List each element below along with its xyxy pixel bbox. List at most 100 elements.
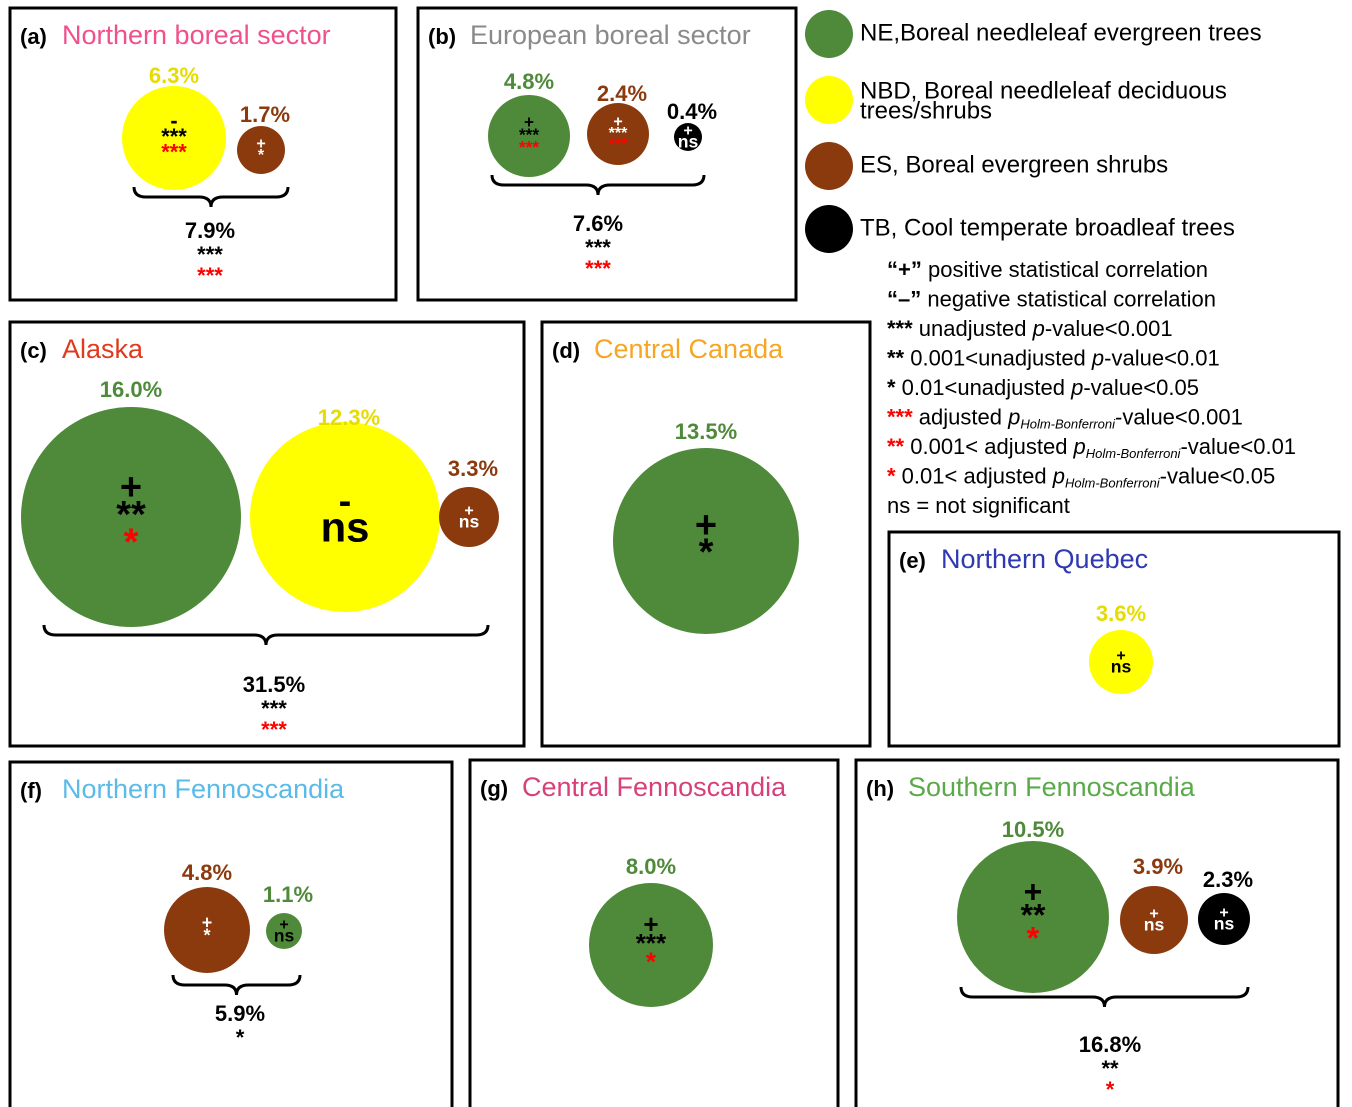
stars: ns <box>321 504 370 551</box>
panel-frame <box>887 530 1341 748</box>
panel-letter: (a) <box>20 24 47 49</box>
percent-label: 0.4% <box>667 99 717 124</box>
note-mark: * <box>887 463 896 488</box>
note-before: 0.001< adjusted <box>904 434 1073 459</box>
panel-title: Central Fennoscandia <box>522 772 787 802</box>
total-percent: 7.6% <box>573 211 623 236</box>
percent-label: 8.0% <box>626 854 676 879</box>
sign: + <box>256 135 265 152</box>
pft-circle <box>250 422 440 612</box>
panel: (h) Southern Fennoscandia10.5%+***3.9%+ns… <box>854 758 1340 1107</box>
pft-circle <box>21 407 241 627</box>
stars: ns <box>678 131 699 151</box>
total-percent: 7.9% <box>185 218 235 243</box>
note-p: p <box>1073 434 1086 459</box>
pft-circle <box>1089 630 1153 694</box>
percent-label: 4.8% <box>504 69 554 94</box>
stars: *** <box>161 124 187 149</box>
legend-label: ES, Boreal evergreen shrubs <box>860 151 1168 178</box>
stars: * <box>203 925 210 945</box>
panel: (a) Northern boreal sector6.3%-******1.7%… <box>8 6 398 302</box>
legend-label: TB, Cool temperate broadleaf trees <box>860 214 1235 241</box>
panel-title: Northern Fennoscandia <box>62 774 345 804</box>
note-text: negative statistical correlation <box>921 286 1216 311</box>
note-sub: Holm-Bonferroni <box>1020 417 1116 432</box>
total-percent: 31.5% <box>243 672 305 697</box>
note-p: p <box>1032 316 1045 341</box>
brace <box>132 186 290 208</box>
legend-note: *** adjusted pHolm-Bonferroni-value<0.00… <box>887 404 1243 432</box>
percent-label: 13.5% <box>675 419 737 444</box>
sign: + <box>695 504 717 546</box>
percent-label: 1.1% <box>263 882 313 907</box>
legend-swatch <box>805 76 853 124</box>
note-p: p <box>1091 345 1104 370</box>
sign: + <box>1024 873 1043 909</box>
note-mark: * <box>887 375 896 400</box>
panel-letter: (d) <box>552 338 580 363</box>
panel-letter: (h) <box>866 776 894 801</box>
pft-circle <box>957 841 1109 993</box>
total-percent: 16.8% <box>1079 1032 1141 1057</box>
percent-label: 10.5% <box>1002 817 1064 842</box>
sign: + <box>279 916 288 933</box>
note-mark: ** <box>887 345 905 370</box>
panel-frame <box>416 6 798 302</box>
note-mark: *** <box>887 404 913 429</box>
panel-letter: (b) <box>428 24 456 49</box>
stars: ns <box>1214 913 1235 933</box>
panel: (e) Northern Quebec 3.6% +ns <box>887 530 1341 748</box>
legend-label: NE,Boreal needleleaf evergreen trees <box>860 19 1262 46</box>
adjusted-stars: *** <box>161 139 187 164</box>
stars: ** <box>1021 896 1046 932</box>
stars: ns <box>459 511 480 531</box>
sign: + <box>1219 904 1228 921</box>
sign: + <box>464 502 473 519</box>
panel-frame <box>854 758 1340 1107</box>
total-stars: * <box>236 1025 245 1050</box>
pft-circle <box>1120 886 1188 954</box>
note-before: 0.001<unadjusted <box>904 345 1092 370</box>
note-text: ns = not significant <box>887 493 1070 518</box>
brace <box>171 974 302 996</box>
brace <box>42 624 490 646</box>
pft-circle <box>488 95 570 177</box>
note-text: positive statistical correlation <box>922 257 1208 282</box>
pft-circle <box>122 86 226 190</box>
legend-note: ** 0.001<unadjusted p-value<0.01 <box>887 345 1220 370</box>
note-after: -value<0.05 <box>1160 463 1276 488</box>
stars: *** <box>636 928 667 958</box>
note-sub: Holm-Bonferroni <box>1065 476 1161 491</box>
sign: + <box>1149 905 1158 922</box>
sign: + <box>683 122 692 139</box>
percent-label: 16.0% <box>100 377 162 402</box>
total-stars: ** <box>1101 1056 1119 1081</box>
panel: (d) Central Canada 13.5% +* <box>540 320 872 748</box>
panel-frame <box>468 758 840 1107</box>
total-adjusted-stars: *** <box>585 256 611 281</box>
legend-note: ns = not significant <box>887 493 1070 518</box>
percent-label: 3.3% <box>448 456 498 481</box>
percent-label: 12.3% <box>318 405 380 430</box>
pft-circle <box>587 103 649 165</box>
panel-title: Southern Fennoscandia <box>908 772 1196 802</box>
stars: *** <box>609 125 628 142</box>
brace <box>490 174 706 196</box>
panel-frame <box>8 760 454 1107</box>
pft-circle <box>237 126 285 174</box>
note-mark: ** <box>887 434 905 459</box>
pft-circle <box>613 448 799 634</box>
note-after: -value<0.01 <box>1180 434 1296 459</box>
panel: (c) Alaska16.0%+***12.3%-ns3.3%+ns31.5%**… <box>8 320 526 748</box>
panel-letter: (f) <box>20 778 42 803</box>
panel-title: European boreal sector <box>470 20 751 50</box>
percent-label: 4.8% <box>182 860 232 885</box>
adjusted-stars: *** <box>609 137 628 154</box>
stars: ** <box>116 494 146 536</box>
pft-circle <box>589 883 713 1007</box>
note-before: adjusted <box>913 404 1008 429</box>
note-mark: *** <box>887 316 913 341</box>
